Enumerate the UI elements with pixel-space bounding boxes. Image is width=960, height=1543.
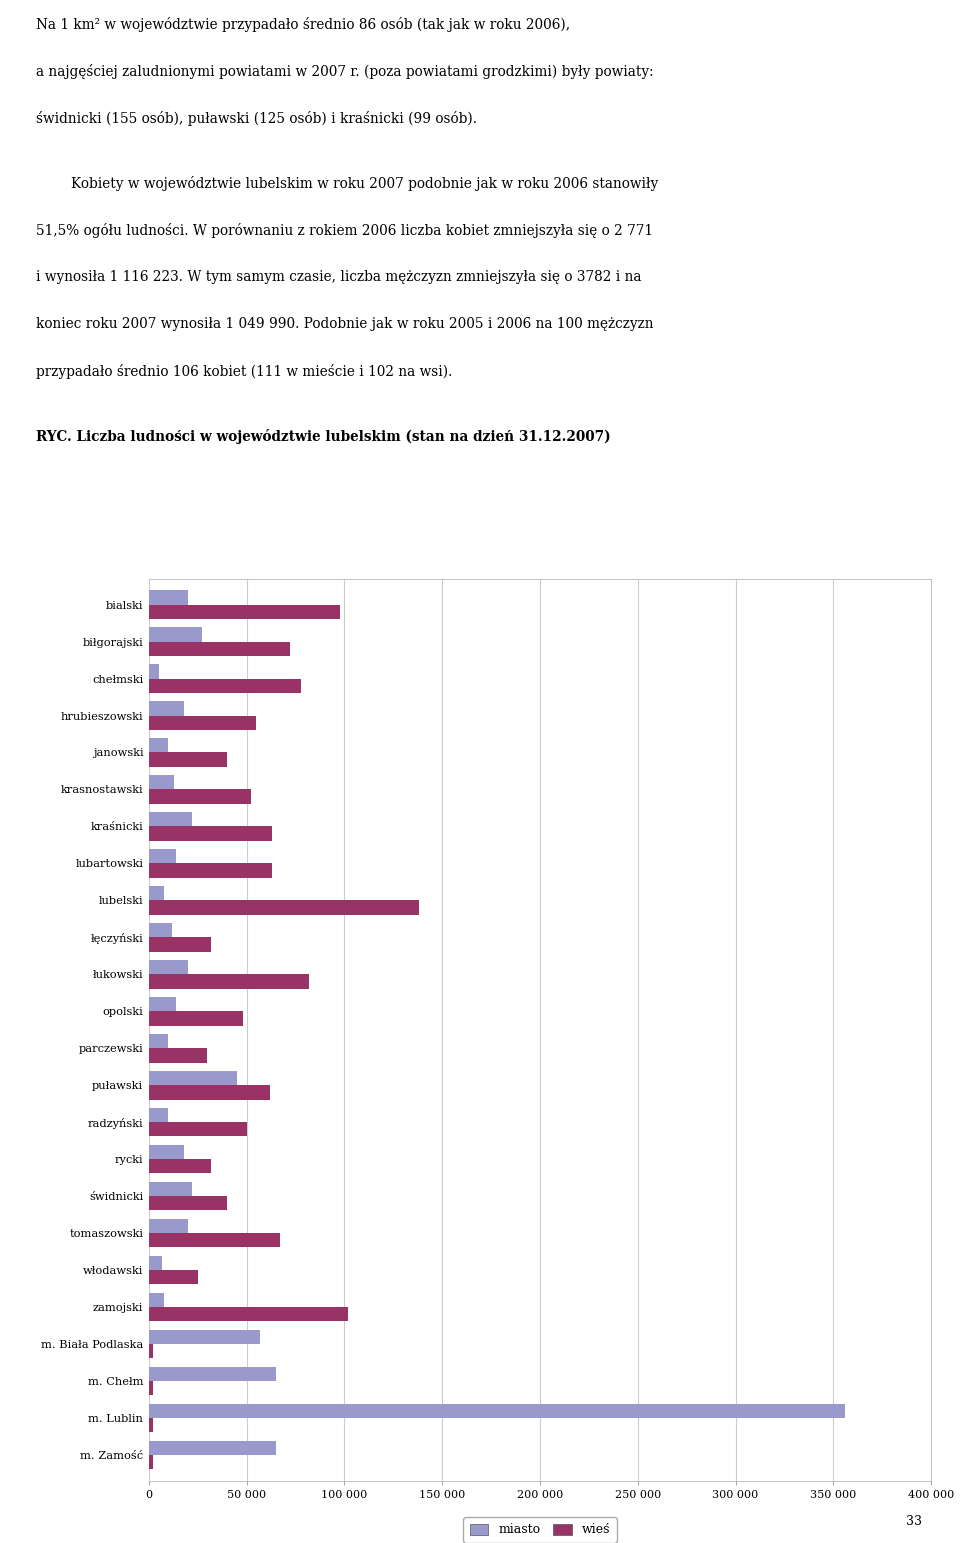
Bar (149, 1071, 237, 1085)
Bar (149, 1048, 207, 1063)
Bar (149, 1270, 198, 1284)
Bar (149, 1381, 153, 1395)
Bar (149, 753, 228, 767)
Bar (149, 628, 202, 642)
Bar (149, 1108, 168, 1122)
Bar (149, 886, 164, 901)
Bar (149, 1122, 247, 1137)
Bar (149, 665, 158, 679)
Text: Na 1 km² w województwie przypadało średnio 86 osób (tak jak w roku 2006),: Na 1 km² w województwie przypadało średn… (36, 17, 570, 32)
Bar (149, 864, 272, 878)
Text: Kobiety w województwie lubelskim w roku 2007 podobnie jak w roku 2006 stanowiły: Kobiety w województwie lubelskim w roku … (36, 176, 659, 191)
Bar (149, 975, 309, 989)
Bar (149, 739, 168, 753)
Bar (149, 716, 256, 730)
Bar (149, 1441, 276, 1455)
Bar (149, 1330, 260, 1344)
Bar (149, 1404, 845, 1418)
Bar (149, 790, 251, 804)
Bar (149, 1219, 188, 1233)
Bar (149, 938, 211, 952)
Bar (149, 813, 192, 827)
Text: 51,5% ogółu ludności. W porównaniu z rokiem 2006 liczba kobiet zmniejszyła się o: 51,5% ogółu ludności. W porównaniu z rok… (36, 224, 654, 238)
Bar (149, 642, 290, 656)
Bar (149, 849, 177, 864)
Bar (149, 827, 272, 841)
Bar (149, 702, 184, 716)
Bar (149, 776, 174, 790)
Bar (149, 960, 188, 975)
Bar (149, 923, 172, 938)
Text: koniec roku 2007 wynosiła 1 049 990. Podobnie jak w roku 2005 i 2006 na 100 mężc: koniec roku 2007 wynosiła 1 049 990. Pod… (36, 316, 654, 330)
Legend: miasto, wieś: miasto, wieś (464, 1517, 616, 1543)
Text: świdnicki (155 osób), puławski (125 osób) i kraśnicki (99 osób).: świdnicki (155 osób), puławski (125 osób… (36, 111, 477, 127)
Text: i wynosiła 1 116 223. W tym samym czasie, liczba mężczyzn zmniejszyła się o 3782: i wynosiła 1 116 223. W tym samym czasie… (36, 270, 642, 284)
Bar (149, 591, 188, 605)
Bar (149, 1455, 153, 1469)
Bar (149, 1159, 211, 1174)
Bar (149, 1418, 153, 1432)
Bar (149, 605, 341, 619)
Bar (149, 1233, 280, 1247)
Text: 33: 33 (905, 1515, 922, 1528)
Bar (149, 997, 177, 1012)
Bar (149, 1344, 153, 1358)
Bar (149, 1085, 270, 1100)
Bar (149, 679, 301, 693)
Bar (149, 1367, 276, 1381)
Bar (149, 1307, 348, 1321)
Bar (149, 1012, 243, 1026)
Text: przypadało średnio 106 kobiet (111 w mieście i 102 na wsi).: przypadało średnio 106 kobiet (111 w mie… (36, 364, 453, 378)
Bar (149, 901, 419, 915)
Bar (149, 1256, 162, 1270)
Bar (149, 1293, 164, 1307)
Bar (149, 1196, 228, 1210)
Text: RYC. Liczba ludności w województwie lubelskim (stan na dzień 31.12.2007): RYC. Liczba ludności w województwie lube… (36, 429, 612, 444)
Bar (149, 1182, 192, 1196)
Bar (149, 1145, 184, 1159)
Text: a najgęściej zaludnionymi powiatami w 2007 r. (poza powiatami grodzkimi) były po: a najgęściej zaludnionymi powiatami w 20… (36, 63, 654, 79)
Bar (149, 1034, 168, 1048)
